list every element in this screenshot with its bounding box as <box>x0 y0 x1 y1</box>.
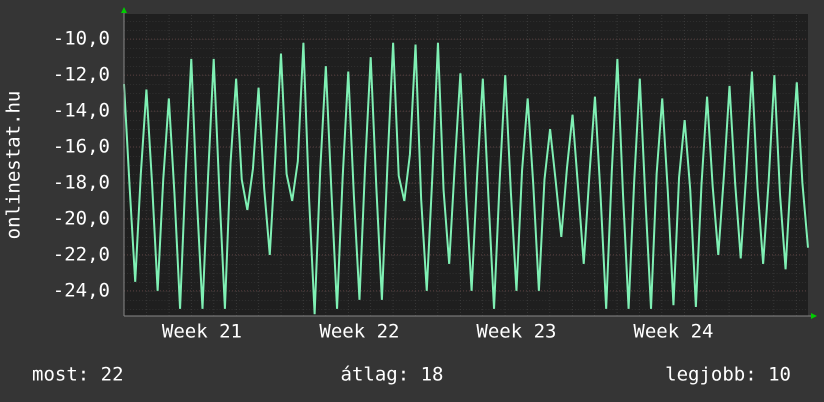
y-tick-label: -22,0 <box>53 243 110 265</box>
y-tick-label: -10,0 <box>53 28 110 50</box>
y-tick-label: -14,0 <box>53 100 110 122</box>
x-tick-label: Week 23 <box>476 321 556 343</box>
footer-best: legjobb: 10 <box>665 364 791 386</box>
y-tick-label: -20,0 <box>53 207 110 229</box>
y-arrow <box>121 7 127 13</box>
x-tick-label: Week 21 <box>162 321 242 343</box>
y-axis-label: onlinestat.hu <box>3 91 25 240</box>
y-tick-label: -12,0 <box>53 64 110 86</box>
marks <box>123 42 809 315</box>
footer-average: átlag: 18 <box>341 364 444 386</box>
footer-current: most: 22 <box>32 364 124 386</box>
y-tick-label: -18,0 <box>53 171 110 193</box>
x-tick-label: Week 22 <box>319 321 399 343</box>
y-tick-label: -16,0 <box>53 136 110 158</box>
line <box>123 42 809 315</box>
y-tick-label: -24,0 <box>53 279 110 301</box>
x-tick-label: Week 24 <box>633 321 713 343</box>
x-arrow <box>811 313 817 319</box>
